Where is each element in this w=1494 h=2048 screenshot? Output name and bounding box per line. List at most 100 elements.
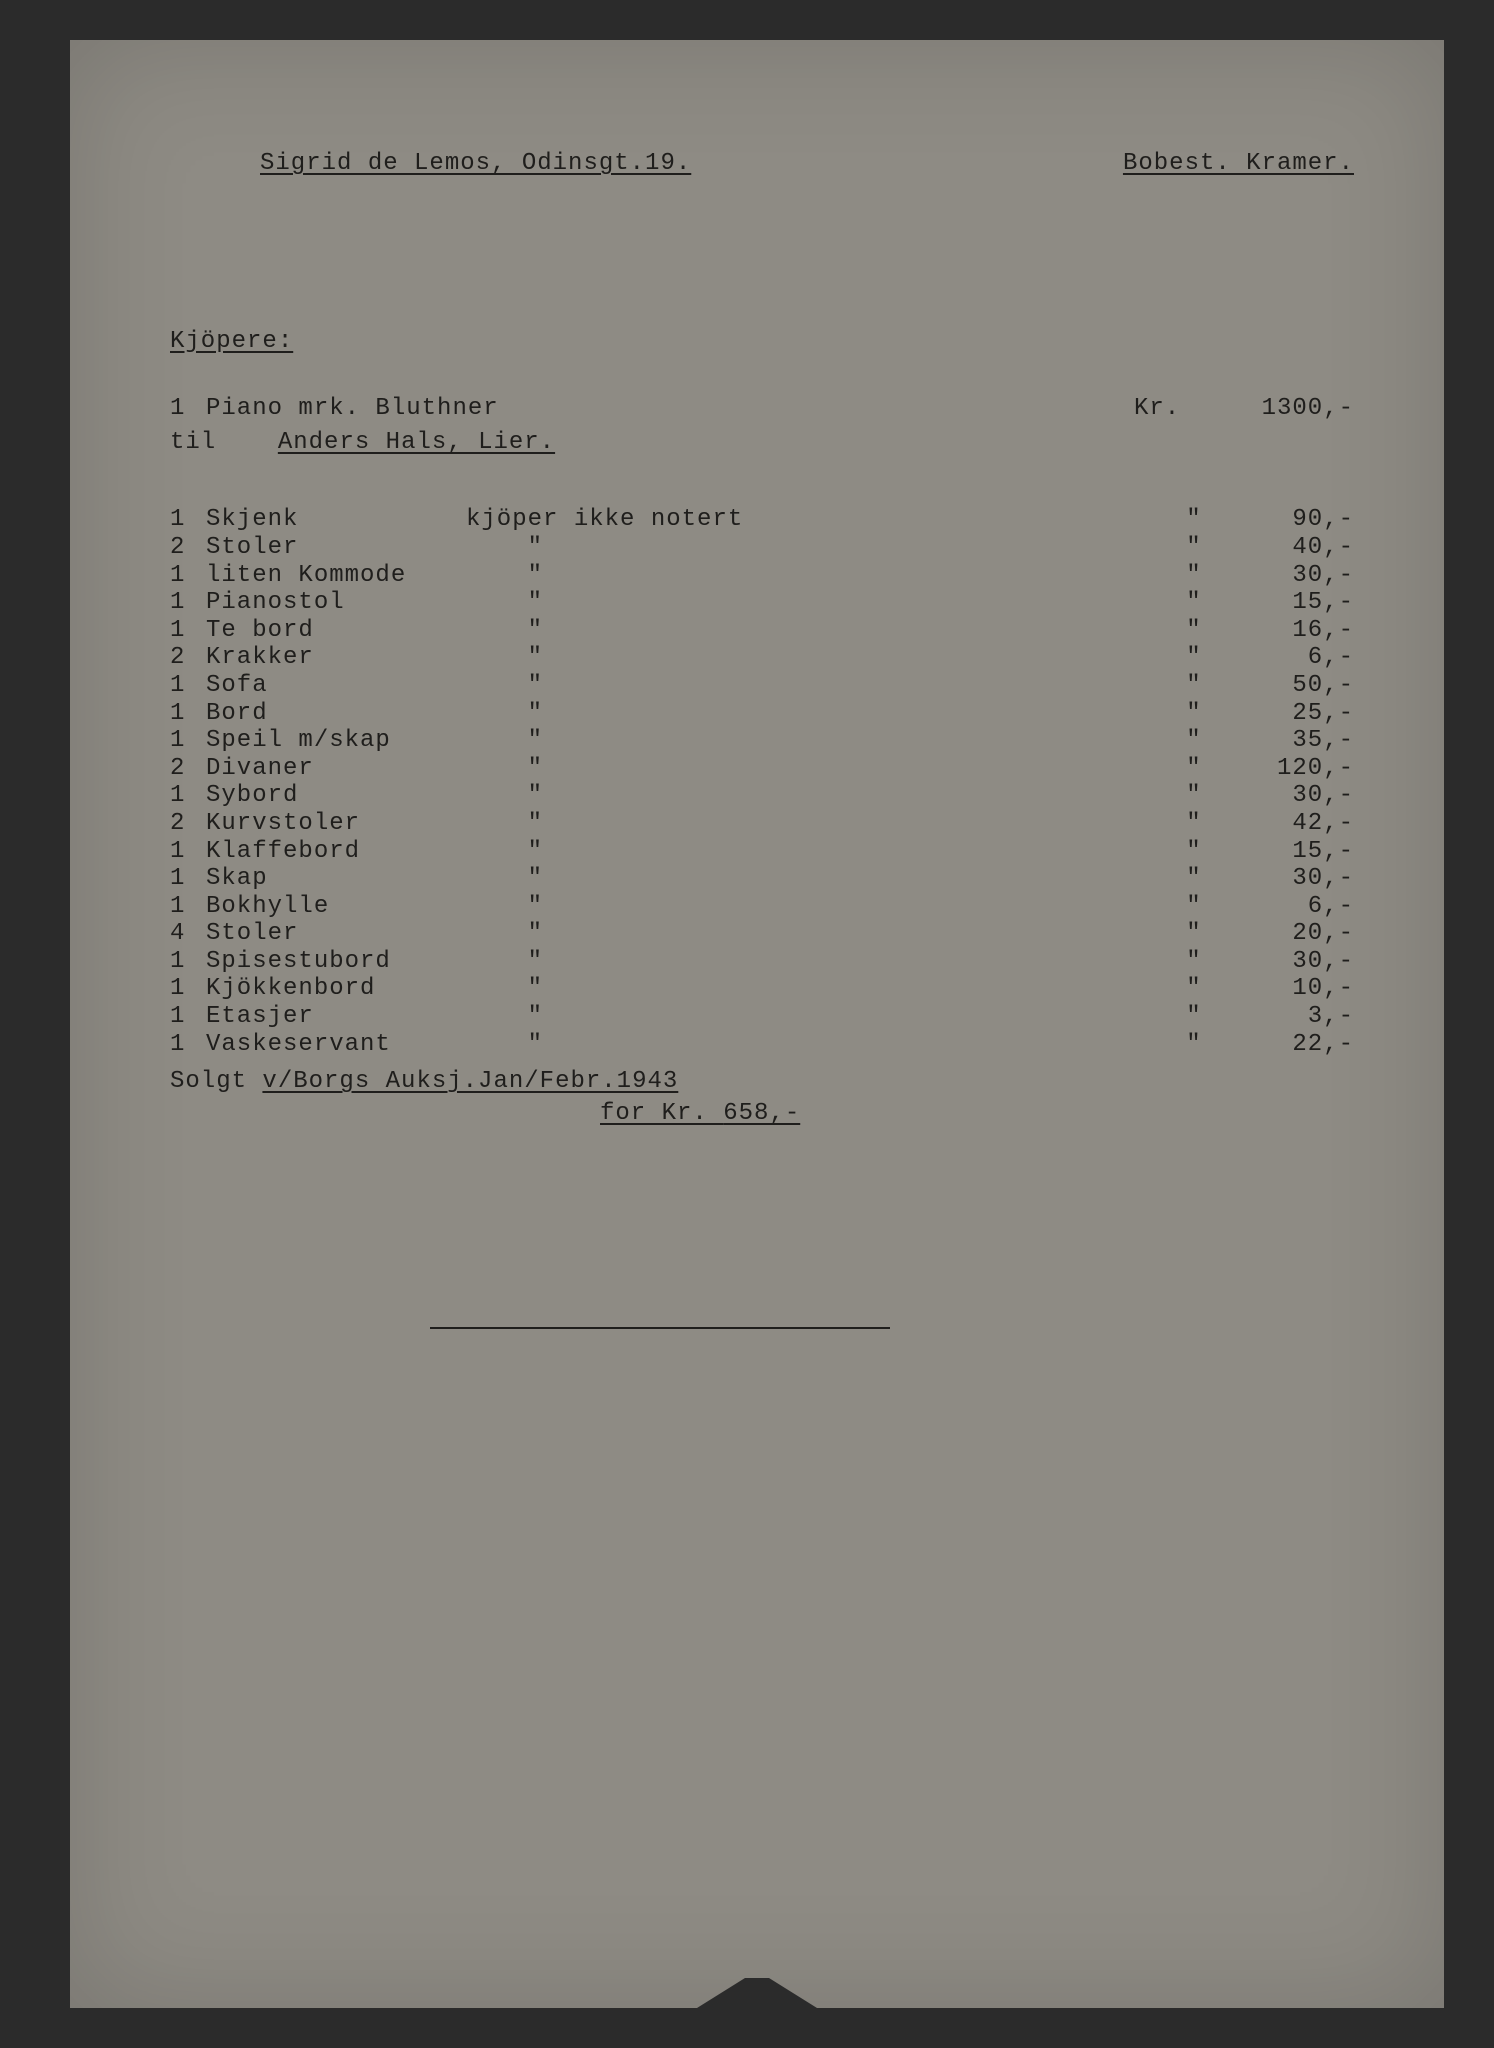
item-price: 30,- — [1224, 948, 1354, 976]
item-row: 4Stoler ""20,- — [170, 920, 1354, 948]
item-desc: Spisestubord — [206, 948, 466, 976]
item-row: 1Sofa ""50,- — [170, 672, 1354, 700]
item-row: 1Kjökkenbord ""10,- — [170, 975, 1354, 1003]
item-desc: Kjökkenbord — [206, 975, 466, 1003]
item-note: " — [466, 617, 1164, 645]
sold-auction: v/Borgs Auksj.Jan/Febr.1943 — [262, 1068, 678, 1095]
item-row: 1Skap ""30,- — [170, 865, 1354, 893]
item-note: " — [466, 975, 1164, 1003]
header-name-address: Sigrid de Lemos, Odinsgt.19. — [260, 150, 691, 178]
item-price: 40,- — [1224, 534, 1354, 562]
sold-total-amount: 658,- — [723, 1100, 800, 1127]
item-price: 3,- — [1224, 1003, 1354, 1031]
item-currency-ditto: " — [1164, 948, 1224, 976]
item-note: " — [466, 920, 1164, 948]
item-desc: Speil m/skap — [206, 727, 466, 755]
sold-line: Solgt v/Borgs Auksj.Jan/Febr.1943 — [170, 1068, 1354, 1096]
item-qty: 1 — [170, 782, 206, 810]
item-qty: 1 — [170, 838, 206, 866]
item-desc: Kurvstoler — [206, 810, 466, 838]
item-note: kjöper ikke notert — [466, 506, 1164, 534]
item-qty: 2 — [170, 534, 206, 562]
item-note: " — [466, 838, 1164, 866]
item-note: " — [466, 534, 1164, 562]
item-price: 35,- — [1224, 727, 1354, 755]
item-note: " — [466, 700, 1164, 728]
item-currency-ditto: " — [1164, 589, 1224, 617]
item-row: 1liten Kommode ""30,- — [170, 562, 1354, 590]
item-desc: Te bord — [206, 617, 466, 645]
item-note: " — [466, 865, 1164, 893]
item-note: " — [466, 1003, 1164, 1031]
item-currency-ditto: " — [1164, 920, 1224, 948]
item-row: 1Skjenkkjöper ikke notert"90,- — [170, 506, 1354, 534]
item-row: 1Speil m/skap ""35,- — [170, 727, 1354, 755]
item-price: 30,- — [1224, 562, 1354, 590]
item-qty: 1 — [170, 506, 206, 534]
item-row: 1Spisestubord ""30,- — [170, 948, 1354, 976]
item-row: 2Divaner ""120,- — [170, 755, 1354, 783]
item-price: 25,- — [1224, 700, 1354, 728]
item-qty: 1 — [170, 865, 206, 893]
item-row: 1Sybord ""30,- — [170, 782, 1354, 810]
item-qty: 1 — [170, 617, 206, 645]
item-currency-ditto: " — [1164, 1003, 1224, 1031]
item-currency-ditto: " — [1164, 700, 1224, 728]
sold-prefix: Solgt — [170, 1068, 262, 1095]
item-qty: 1 — [170, 727, 206, 755]
item-desc: Etasjer — [206, 1003, 466, 1031]
item-price: 90,- — [1224, 506, 1354, 534]
item-desc: Skjenk — [206, 506, 466, 534]
item-qty: 1 — [170, 975, 206, 1003]
item-qty: 1 — [170, 948, 206, 976]
item-desc: Stoler — [206, 920, 466, 948]
item-qty: 2 — [170, 644, 206, 672]
item-row: 1Klaffebord ""15,- — [170, 838, 1354, 866]
item-desc: Krakker — [206, 644, 466, 672]
item-desc: Klaffebord — [206, 838, 466, 866]
piano-currency: Kr. — [1134, 395, 1214, 423]
item-note: " — [466, 1031, 1164, 1059]
item-price: 120,- — [1224, 755, 1354, 783]
item-price: 22,- — [1224, 1031, 1354, 1059]
item-note: " — [466, 948, 1164, 976]
items-list: 1Skjenkkjöper ikke notert"90,-2Stoler ""… — [170, 506, 1354, 1058]
item-currency-ditto: " — [1164, 644, 1224, 672]
item-desc: Bord — [206, 700, 466, 728]
item-row: 1Etasjer ""3,- — [170, 1003, 1354, 1031]
item-desc: Vaskeservant — [206, 1031, 466, 1059]
piano-buyer: Anders Hals, Lier. — [278, 429, 555, 456]
item-currency-ditto: " — [1164, 755, 1224, 783]
item-desc: Bokhylle — [206, 893, 466, 921]
piano-buyer-prefix: til — [170, 429, 216, 456]
piano-buyer-row: til Anders Hals, Lier. — [170, 429, 1354, 457]
item-currency-ditto: " — [1164, 534, 1224, 562]
item-price: 15,- — [1224, 838, 1354, 866]
item-note: " — [466, 782, 1164, 810]
item-qty: 2 — [170, 755, 206, 783]
item-note: " — [466, 810, 1164, 838]
item-qty: 1 — [170, 672, 206, 700]
item-price: 50,- — [1224, 672, 1354, 700]
item-currency-ditto: " — [1164, 506, 1224, 534]
item-desc: liten Kommode — [206, 562, 466, 590]
item-row: 1Vaskeservant ""22,- — [170, 1031, 1354, 1059]
item-currency-ditto: " — [1164, 617, 1224, 645]
item-note: " — [466, 562, 1164, 590]
item-row: 1Bord ""25,- — [170, 700, 1354, 728]
sold-total-prefix: for Kr. — [600, 1100, 723, 1127]
item-price: 10,- — [1224, 975, 1354, 1003]
item-qty: 2 — [170, 810, 206, 838]
piano-qty: 1 — [170, 395, 206, 423]
item-row: 2Krakker ""6,- — [170, 644, 1354, 672]
item-currency-ditto: " — [1164, 727, 1224, 755]
piano-price: 1300,- — [1214, 395, 1354, 423]
item-currency-ditto: " — [1164, 838, 1224, 866]
item-row: 2Kurvstoler ""42,- — [170, 810, 1354, 838]
item-currency-ditto: " — [1164, 782, 1224, 810]
piano-entry: 1 Piano mrk. Bluthner Kr. 1300,- til And… — [170, 395, 1354, 456]
item-qty: 1 — [170, 1003, 206, 1031]
header-administrator: Bobest. Kramer. — [1123, 150, 1354, 178]
document-header: Sigrid de Lemos, Odinsgt.19. Bobest. Kra… — [170, 150, 1354, 178]
item-desc: Divaner — [206, 755, 466, 783]
